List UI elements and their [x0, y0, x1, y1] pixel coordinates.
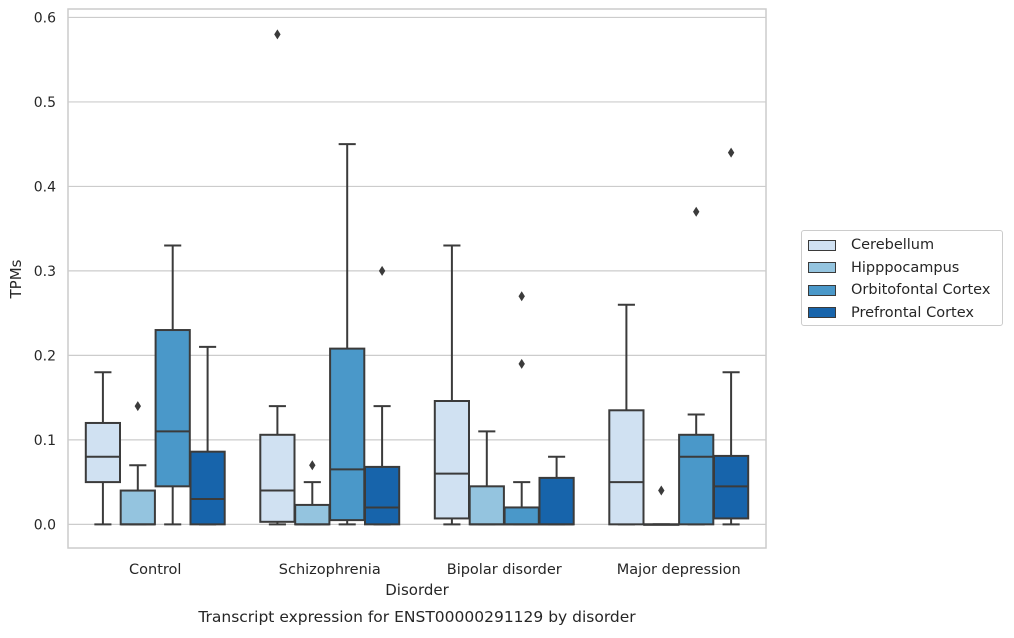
box-iqr	[608, 409, 645, 526]
y-tick-labels: 0.0 0.1 0.2 0.3 0.4 0.5 0.6	[34, 10, 56, 533]
y-tick-label: 0.4	[34, 179, 56, 195]
box-iqr	[189, 450, 226, 526]
y-tick-label: 0.3	[34, 264, 56, 280]
box-cerebellum-2	[433, 244, 471, 526]
box-iqr	[538, 476, 575, 526]
box-iqr	[503, 506, 540, 526]
legend-swatch	[808, 284, 836, 296]
legend: Cerebellum Hipppocampus Orbitofontal Corte…	[801, 230, 1003, 326]
y-tick-label: 0.6	[34, 10, 56, 26]
y-axis-label: TPMs	[7, 259, 25, 299]
box-prefrontal-cortex-3	[712, 147, 750, 526]
box-cerebellum-3	[608, 303, 645, 526]
y-tick-label: 0.0	[34, 517, 56, 533]
box-iqr	[154, 329, 191, 488]
box-iqr	[468, 485, 505, 526]
y-tick-label: 0.2	[34, 348, 56, 364]
box-orbitofontal-cortex-0	[154, 244, 191, 526]
legend-item: Prefrontal Cortex	[808, 303, 974, 323]
legend-label: Orbitofontal Cortex	[851, 282, 991, 298]
x-axis-label: Disorder	[385, 581, 449, 599]
legend-label: Cerebellum	[851, 237, 935, 253]
box-cerebellum-1	[259, 29, 296, 526]
x-tick-label: Bipolar disorder	[447, 562, 562, 578]
legend-swatch	[808, 262, 836, 273]
legend-swatch	[808, 307, 836, 318]
outlier-point	[727, 147, 735, 158]
x-tick-label: Control	[129, 562, 181, 578]
y-tick-label: 0.1	[34, 433, 56, 449]
box-hipppocampus-1	[294, 460, 331, 526]
box-iqr	[363, 465, 401, 526]
outlier-point	[309, 460, 316, 471]
box-iqr	[433, 400, 471, 520]
outlier-point	[518, 358, 525, 369]
box-iqr	[678, 433, 715, 526]
box-cerebellum-0	[84, 371, 122, 526]
legend-item: Hipppocampus	[808, 258, 959, 278]
outlier-point	[274, 29, 281, 40]
outlier-point	[518, 291, 525, 302]
box-prefrontal-cortex-0	[189, 345, 226, 526]
legend-item: Orbitofontal Cortex	[808, 280, 990, 300]
x-tick-label: Major depression	[617, 562, 741, 578]
box-hipppocampus-2	[468, 430, 505, 526]
box-orbitofontal-cortex-3	[678, 206, 715, 526]
outlier-point	[693, 206, 700, 217]
y-tick-label: 0.5	[34, 95, 56, 111]
x-tick-labels: Control Schizophrenia Bipolar disorder Majo…	[129, 562, 741, 578]
x-tick-label: Schizophrenia	[279, 562, 381, 578]
box-orbitofontal-cortex-2	[503, 291, 540, 526]
box-iqr	[84, 421, 122, 484]
box-hipppocampus-3	[643, 485, 680, 526]
box-iqr	[329, 347, 366, 522]
outlier-point	[134, 401, 141, 412]
legend-label: Prefrontal Cortex	[851, 304, 974, 321]
outlier-point	[378, 265, 386, 276]
legend-swatch	[808, 239, 836, 251]
legend-item: Cerebellum	[808, 235, 934, 255]
legend-label: Hipppocampus	[851, 259, 960, 276]
box-orbitofontal-cortex-1	[329, 143, 366, 526]
plot-frame	[67, 8, 767, 549]
box-prefrontal-cortex-2	[538, 455, 575, 526]
chart-caption: Transcript expression for ENST0000029112…	[197, 608, 636, 626]
box-iqr	[294, 503, 331, 526]
box-iqr	[119, 489, 156, 526]
box-iqr	[259, 433, 296, 523]
box-hipppocampus-0	[119, 401, 156, 526]
box-prefrontal-cortex-1	[363, 265, 401, 526]
outlier-point	[658, 485, 665, 496]
boxes	[84, 29, 750, 526]
